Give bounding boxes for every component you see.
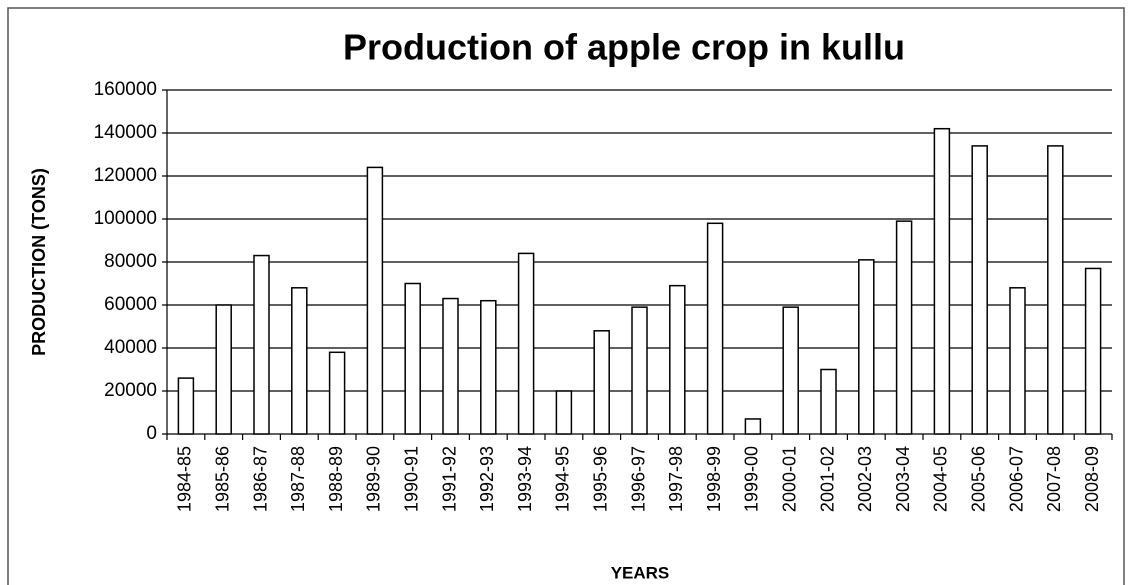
bar	[706, 222, 724, 435]
bar	[895, 220, 913, 435]
bar	[933, 127, 951, 435]
bar	[291, 287, 308, 435]
x-tick-label: 1994-95	[553, 446, 573, 512]
y-tick-label: 20000	[104, 380, 157, 401]
bar	[782, 306, 799, 435]
x-tick-label: 2002-03	[855, 446, 875, 512]
x-tick-label: 1988-89	[326, 446, 346, 512]
y-tick-label: 100000	[94, 208, 157, 229]
y-tick-label: 160000	[94, 79, 157, 100]
bar	[593, 330, 610, 435]
x-tick-label: 1996-97	[628, 446, 648, 512]
x-tick-label: 1999-00	[742, 446, 762, 512]
bar	[1009, 287, 1026, 435]
x-tick-label: 1986-87	[250, 446, 270, 512]
bar	[442, 297, 459, 435]
bar	[215, 304, 232, 435]
bar	[631, 306, 648, 435]
bar	[1047, 145, 1064, 435]
y-tick-label: 40000	[104, 337, 157, 358]
x-tick-label: 1990-91	[401, 446, 421, 512]
y-tick-label: 0	[146, 423, 157, 444]
y-tick-label: 60000	[104, 294, 157, 315]
bar	[555, 390, 573, 435]
x-tick-label: 1995-96	[590, 446, 610, 512]
chart-title: Production of apple crop in kullu	[343, 27, 905, 68]
x-tick-label: 1984-85	[175, 446, 195, 512]
x-tick-label: 1987-88	[288, 446, 308, 512]
bar	[328, 351, 346, 435]
y-tick-label: 80000	[104, 251, 157, 272]
y-axis-label: PRODUCTION (TONS)	[29, 168, 49, 356]
x-tick-label: 1989-90	[364, 446, 384, 512]
bar	[858, 259, 875, 435]
y-tick-label: 120000	[94, 165, 157, 186]
chart-frame	[7, 7, 1125, 585]
x-tick-label: 2006-07	[1006, 446, 1026, 512]
x-axis-label: YEARS	[611, 563, 670, 582]
x-tick-label: 2005-06	[968, 446, 988, 512]
x-tick-label: 1993-94	[515, 446, 535, 512]
x-tick-label: 1998-99	[704, 446, 724, 512]
x-tick-label: 2000-01	[779, 446, 799, 512]
bar	[366, 166, 384, 435]
bar	[744, 418, 762, 435]
bar	[971, 145, 988, 435]
x-tick-label: 2001-02	[817, 446, 837, 512]
x-tick-label: 2008-09	[1082, 446, 1102, 512]
bar	[177, 377, 195, 435]
bar	[404, 282, 421, 435]
bar	[669, 284, 686, 435]
x-tick-label: 2003-04	[893, 446, 913, 512]
x-tick-label: 2007-08	[1044, 446, 1064, 512]
bar	[1084, 267, 1102, 435]
x-tick-label: 1985-86	[212, 446, 232, 512]
bar	[480, 299, 497, 435]
x-tick-label: 1992-93	[477, 446, 497, 512]
bar	[517, 252, 535, 435]
bar	[820, 368, 837, 435]
x-tick-label: 1991-92	[439, 446, 459, 512]
bar	[253, 254, 270, 435]
x-tick-label: 2004-05	[931, 446, 951, 512]
x-tick-label: 1997-98	[666, 446, 686, 512]
y-tick-label: 140000	[94, 122, 157, 143]
